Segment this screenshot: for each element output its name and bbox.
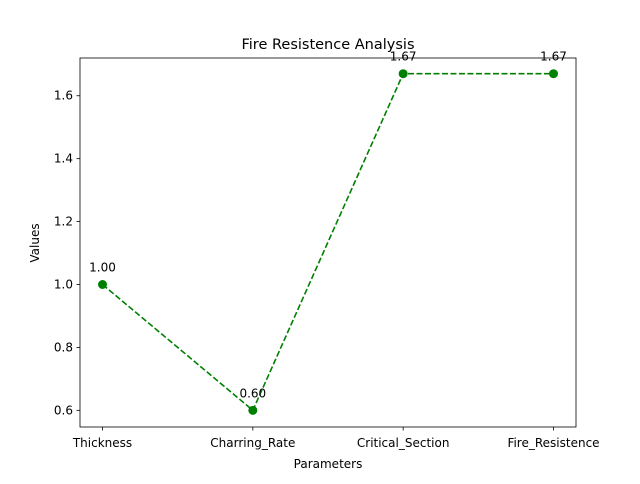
y-tick-label: 1.4 (54, 152, 73, 166)
plot-frame (79, 57, 577, 428)
y-tick-label: 0.8 (54, 340, 73, 354)
x-axis-title: Parameters (294, 457, 363, 471)
y-tick-label: 0.6 (54, 403, 73, 417)
x-tick-label: Charring_Rate (210, 436, 295, 450)
y-tick-label: 1.2 (54, 215, 73, 229)
data-label: 0.60 (239, 386, 266, 400)
data-point (98, 279, 107, 289)
x-tick-label: Thickness (72, 436, 132, 450)
x-tick-label: Critical_Section (357, 436, 450, 450)
y-tick-label: 1.0 (54, 277, 73, 291)
chart-title: Fire Resistence Analysis (241, 37, 414, 53)
x-tick-label: Fire_Resistence (507, 436, 599, 450)
plot-area: 0.6 0.8 1.0 1.2 1.4 1.6 Thickness Charring_Rate… (54, 50, 600, 450)
data-point (398, 69, 408, 79)
data-point (248, 405, 258, 415)
data-point (549, 69, 558, 79)
y-axis-title: Values (28, 223, 42, 262)
data-label: 1.00 (89, 260, 116, 274)
series-line (101, 72, 554, 412)
data-label: 1.67 (540, 50, 567, 64)
data-label: 1.67 (390, 50, 417, 64)
y-tick-label: 1.6 (54, 89, 73, 103)
